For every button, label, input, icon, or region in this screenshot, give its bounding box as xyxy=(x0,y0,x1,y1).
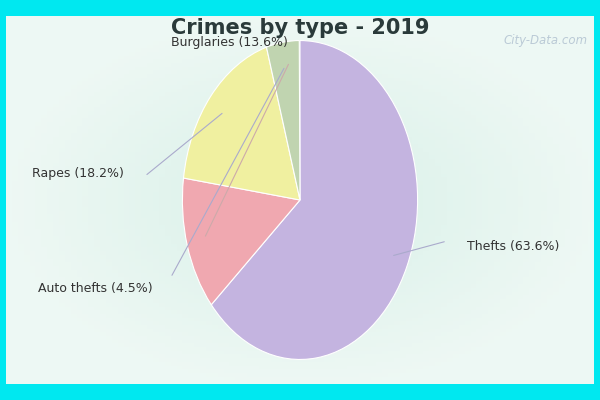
Text: Thefts (63.6%): Thefts (63.6%) xyxy=(467,240,559,253)
Text: City-Data.com: City-Data.com xyxy=(504,34,588,47)
Wedge shape xyxy=(211,40,418,360)
Text: Crimes by type - 2019: Crimes by type - 2019 xyxy=(171,18,429,38)
Text: Burglaries (13.6%): Burglaries (13.6%) xyxy=(172,36,288,50)
Text: Auto thefts (4.5%): Auto thefts (4.5%) xyxy=(38,282,153,295)
Wedge shape xyxy=(184,47,300,200)
Text: Rapes (18.2%): Rapes (18.2%) xyxy=(32,166,124,180)
Wedge shape xyxy=(266,40,300,200)
Wedge shape xyxy=(182,178,300,305)
